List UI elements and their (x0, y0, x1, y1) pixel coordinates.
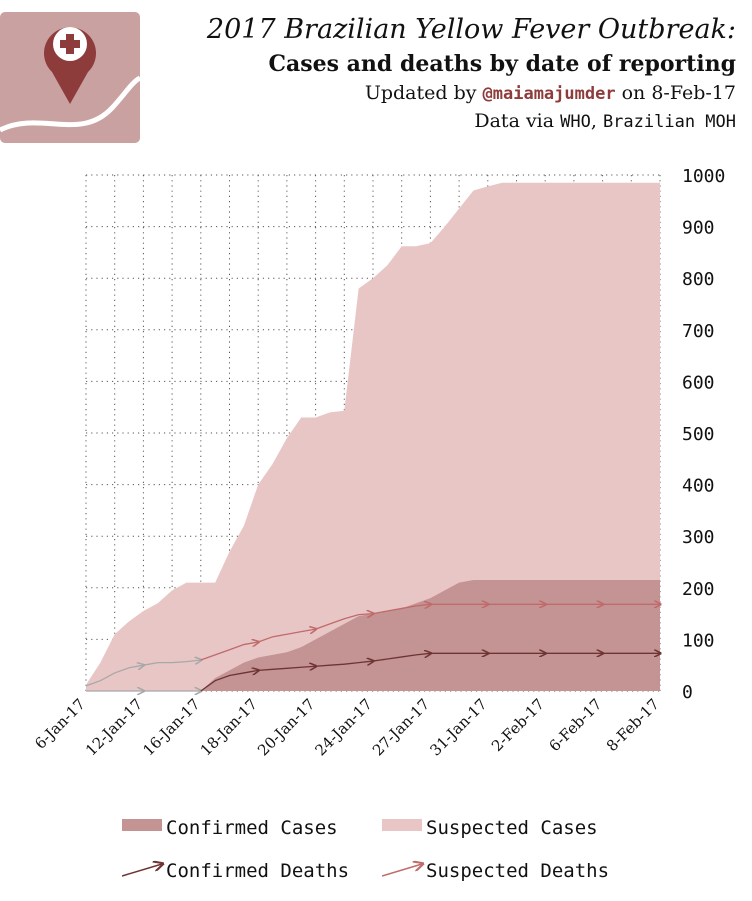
source-line: Data via WHO, Brazilian MOH (207, 108, 736, 136)
legend-suspected-cases[interactable]: Suspected Cases (382, 817, 598, 839)
logo (0, 12, 140, 143)
legend-suspected-cases-swatch (382, 819, 422, 831)
x-tick-label: 27-Jan-17 (369, 695, 433, 759)
y-tick-label: 500 (682, 424, 715, 445)
source-sep: , (590, 110, 603, 132)
chart-title: 2017 Brazilian Yellow Fever Outbreak: (206, 14, 736, 45)
y-axis: 0 100 200 300 400 500 600 700 800 900 1000 (682, 166, 725, 703)
legend-suspected-deaths-swatch (382, 860, 426, 877)
line-confirmed-deaths-segment (200, 670, 258, 692)
legend-confirmed-deaths[interactable]: Confirmed Deaths (122, 860, 349, 882)
x-tick-label: 6-Jan-17 (31, 695, 89, 753)
x-tick-label: 2-Feb-17 (488, 695, 548, 755)
x-tick-label: 24-Jan-17 (312, 695, 376, 759)
y-tick-label: 700 (682, 321, 715, 342)
areas (86, 182, 660, 692)
y-tick-label: 1000 (682, 166, 725, 187)
chart-subtitle: Cases and deaths by date of reporting (268, 51, 736, 77)
y-tick-label: 800 (682, 269, 715, 290)
area-suspected-cases (86, 182, 660, 692)
line-suspected-deaths-segment (315, 614, 373, 630)
line-suspected-deaths-segment (143, 660, 200, 666)
y-tick-label: 300 (682, 527, 715, 548)
x-tick-label: 31-Jan-17 (426, 695, 490, 759)
line-confirmed-deaths-segment (372, 653, 430, 662)
updated-suffix: on 8-Feb-17 (615, 82, 736, 104)
legend-confirmed-cases-label: Confirmed Cases (166, 817, 338, 839)
x-tick-label: 18-Jan-17 (197, 695, 261, 759)
chart: 0 100 200 300 400 500 600 700 800 900 1000 6-Jan-1… (31, 166, 725, 759)
line-confirmed-deaths-segment (258, 666, 315, 672)
x-tick-label: 16-Jan-17 (139, 695, 203, 759)
x-tick-label: 6-Feb-17 (545, 695, 605, 755)
y-tick-label: 900 (682, 218, 715, 239)
y-tick-label: 100 (682, 630, 715, 651)
author-handle[interactable]: @maiamajumder (482, 84, 616, 104)
line-confirmed-deaths-segment (315, 661, 373, 667)
line-suspected-deaths-segment (200, 642, 258, 661)
updated-line: Updated by @maiamajumder on 8-Feb-17 (207, 80, 736, 108)
source-prefix: Data via (474, 110, 561, 132)
lines (85, 604, 660, 692)
line-suspected-deaths-segment (257, 629, 315, 643)
line-suspected-deaths-segment (85, 665, 143, 687)
legend-confirmed-cases-swatch (122, 819, 162, 831)
y-tick-label: 600 (682, 372, 715, 393)
line-suspected-deaths-segment (372, 604, 430, 615)
plus-vertical (66, 34, 74, 54)
logo-wave (0, 75, 140, 133)
legend-suspected-cases-label: Suspected Cases (426, 817, 598, 839)
legend-suspected-deaths[interactable]: Suspected Deaths (382, 860, 609, 882)
y-tick-label: 400 (682, 476, 715, 497)
legend-confirmed-deaths-swatch (122, 860, 166, 877)
legend-suspected-deaths-label: Suspected Deaths (426, 860, 610, 882)
source-moh: Brazilian MOH (602, 112, 736, 132)
x-tick-label: 12-Jan-17 (82, 695, 146, 759)
legend-confirmed-cases[interactable]: Confirmed Cases (122, 817, 338, 839)
x-tick-label: 8-Feb-17 (603, 695, 663, 755)
area-confirmed-cases (86, 580, 660, 691)
y-tick-label: 0 (682, 682, 693, 703)
y-tick-label: 200 (682, 579, 715, 600)
x-tick-label: 20-Jan-17 (254, 695, 318, 759)
x-axis: 6-Jan-1712-Jan-1716-Jan-1718-Jan-1720-Ja… (31, 695, 663, 759)
legend-confirmed-deaths-label: Confirmed Deaths (166, 860, 350, 882)
updated-prefix: Updated by (364, 82, 483, 104)
source-who: WHO (560, 112, 591, 132)
title-block: 2017 Brazilian Yellow Fever Outbreak: Ca… (207, 12, 736, 136)
